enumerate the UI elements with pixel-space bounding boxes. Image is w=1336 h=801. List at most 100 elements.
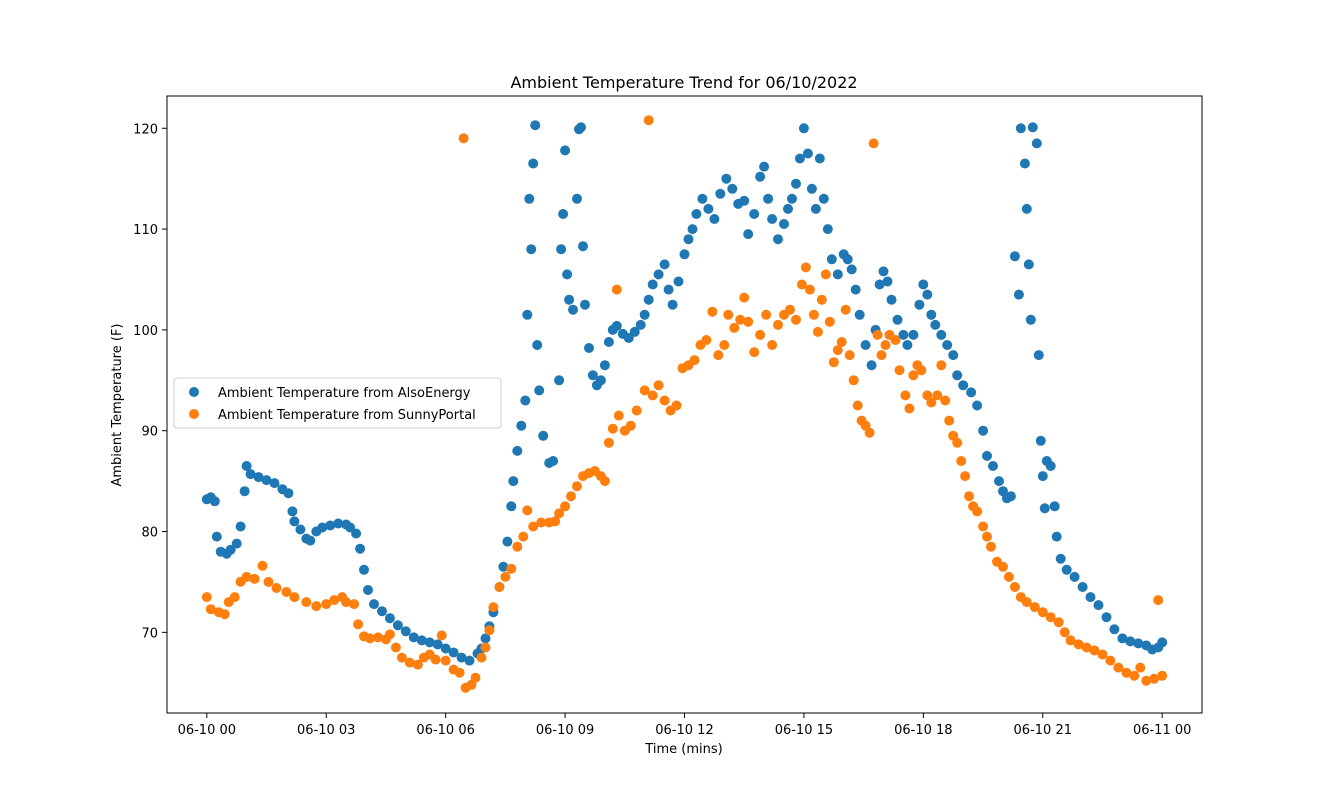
data-point-alsoenergy-195 [1133, 638, 1144, 649]
data-point-sunnyportal-170 [1157, 670, 1168, 681]
data-point-alsoenergy-148 [908, 329, 919, 340]
data-point-alsoenergy-12 [253, 472, 264, 483]
data-point-sunnyportal-38 [458, 133, 469, 144]
y-tick-label: 120 [133, 122, 158, 137]
data-point-sunnyportal-35 [440, 655, 451, 666]
data-point-sunnyportal-157 [1065, 635, 1076, 646]
data-point-alsoenergy-18 [289, 516, 300, 527]
data-point-alsoenergy-127 [810, 203, 821, 214]
data-point-sunnyportal-165 [1129, 670, 1140, 681]
data-point-sunnyportal-168 [1149, 673, 1160, 684]
data-point-sunnyportal-159 [1081, 642, 1092, 653]
data-point-sunnyportal-46 [494, 582, 505, 592]
data-point-alsoenergy-56 [516, 420, 527, 431]
data-point-sunnyportal-143 [978, 521, 989, 532]
data-point-alsoenergy-135 [846, 264, 857, 275]
data-point-alsoenergy-192 [1109, 624, 1120, 635]
data-point-alsoenergy-53 [506, 501, 517, 512]
data-point-sunnyportal-91 [743, 316, 754, 327]
data-point-alsoenergy-84 [599, 360, 610, 371]
data-point-sunnyportal-102 [804, 284, 815, 295]
data-point-alsoenergy-41 [440, 643, 451, 654]
data-point-sunnyportal-21 [353, 619, 364, 630]
data-point-sunnyportal-134 [940, 395, 951, 406]
data-point-alsoenergy-102 [687, 224, 698, 235]
data-point-alsoenergy-183 [1049, 501, 1060, 512]
data-point-alsoenergy-157 [952, 370, 963, 381]
data-point-alsoenergy-187 [1069, 571, 1080, 582]
data-point-sunnyportal-117 [864, 427, 875, 438]
data-point-alsoenergy-65 [538, 430, 549, 441]
data-point-sunnyportal-30 [412, 659, 423, 670]
data-point-sunnyportal-19 [341, 597, 352, 608]
data-point-alsoenergy-172 [1021, 203, 1032, 214]
data-point-sunnyportal-105 [816, 294, 827, 305]
data-point-alsoenergy-109 [727, 183, 738, 194]
data-point-sunnyportal-111 [840, 304, 851, 315]
data-point-alsoenergy-188 [1077, 582, 1088, 592]
data-point-alsoenergy-162 [982, 450, 992, 461]
data-point-sunnyportal-120 [876, 350, 887, 361]
data-point-alsoenergy-68 [554, 375, 565, 386]
data-point-alsoenergy-23 [317, 522, 328, 533]
x-tick-label: 06-10 03 [297, 723, 355, 738]
plot-area [201, 115, 1168, 693]
data-point-sunnyportal-17 [329, 595, 340, 606]
y-axis-label: Ambient Temperature (F) [110, 324, 125, 487]
chart-title: Ambient Temperature Trend for 06/10/2022 [510, 73, 857, 92]
legend-marker-alsoenergy [189, 387, 199, 397]
data-point-sunnyportal-72 [639, 385, 650, 396]
data-point-alsoenergy-129 [818, 193, 829, 204]
data-point-alsoenergy-147 [902, 340, 913, 350]
data-point-sunnyportal-43 [480, 642, 491, 653]
data-point-alsoenergy-24 [325, 520, 336, 531]
data-point-sunnyportal-163 [1113, 662, 1124, 673]
data-point-alsoenergy-113 [749, 209, 760, 219]
data-point-sunnyportal-15 [311, 601, 322, 612]
data-point-sunnyportal-113 [848, 375, 859, 386]
data-point-alsoenergy-51 [498, 561, 509, 572]
data-point-alsoenergy-185 [1055, 553, 1066, 564]
data-point-sunnyportal-140 [964, 491, 975, 502]
data-point-alsoenergy-37 [408, 632, 419, 643]
data-point-sunnyportal-158 [1073, 639, 1084, 650]
data-point-sunnyportal-161 [1097, 649, 1108, 660]
data-point-sunnyportal-103 [808, 309, 819, 320]
data-point-alsoenergy-64 [534, 385, 545, 396]
y-tick-label: 90 [141, 425, 158, 440]
data-point-sunnyportal-50 [518, 531, 529, 542]
data-point-sunnyportal-152 [1029, 602, 1040, 613]
data-point-alsoenergy-125 [802, 148, 813, 159]
data-point-sunnyportal-164 [1121, 667, 1132, 678]
data-point-alsoenergy-128 [814, 153, 825, 164]
data-point-alsoenergy-32 [369, 599, 379, 610]
data-point-sunnyportal-153 [1037, 607, 1048, 618]
data-point-sunnyportal-96 [773, 319, 783, 330]
x-tick-label: 06-11 00 [1133, 723, 1191, 738]
data-point-sunnyportal-67 [611, 284, 622, 295]
data-point-sunnyportal-100 [796, 279, 807, 290]
data-point-sunnyportal-118 [868, 138, 879, 149]
data-point-alsoenergy-98 [667, 299, 678, 310]
data-point-sunnyportal-99 [791, 314, 801, 325]
data-point-sunnyportal-124 [894, 365, 905, 376]
data-point-alsoenergy-138 [860, 340, 871, 350]
data-point-sunnyportal-12 [281, 587, 292, 597]
data-point-sunnyportal-78 [671, 400, 682, 411]
data-point-sunnyportal-47 [500, 571, 511, 582]
data-point-alsoenergy-78 [578, 241, 588, 252]
data-point-alsoenergy-43 [456, 652, 467, 663]
data-point-alsoenergy-190 [1093, 600, 1104, 611]
data-point-alsoenergy-34 [384, 613, 395, 624]
data-point-alsoenergy-59 [524, 193, 535, 204]
legend-label-sunnyportal: Ambient Temperature from SunnyPortal [218, 408, 476, 423]
data-point-alsoenergy-30 [359, 564, 369, 575]
data-point-alsoenergy-170 [1015, 123, 1026, 134]
data-point-sunnyportal-137 [952, 437, 963, 448]
data-point-sunnyportal-104 [812, 326, 823, 337]
x-tick-label: 06-10 21 [1014, 723, 1072, 738]
data-point-sunnyportal-48 [506, 563, 517, 574]
data-point-alsoenergy-80 [584, 343, 594, 353]
data-point-sunnyportal-87 [723, 309, 734, 320]
data-point-alsoenergy-28 [351, 528, 362, 539]
